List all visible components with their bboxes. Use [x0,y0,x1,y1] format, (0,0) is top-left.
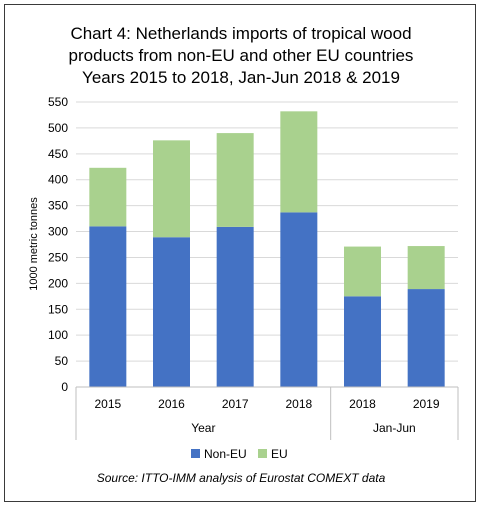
legend-swatch [191,449,200,458]
y-tick-label: 550 [48,95,68,109]
bar-non-eu-2016 [153,237,190,387]
x-tick-label: 2017 [222,397,249,411]
gridlines [76,101,458,362]
y-tick-label: 300 [48,225,68,239]
y-axis-ticks: 0 50 100 150 200 250 300 350 400 450 500 550 [48,95,68,394]
bar-eu-2018 [280,111,318,213]
chart-title-line-1: Chart 4: Netherlands imports of tropical… [70,24,412,43]
y-tick-label: 150 [48,302,68,316]
bar-eu-2019 [407,246,445,290]
x-group-label: Year [191,421,215,435]
legend: Non-EU EU [191,447,288,461]
bar-non-eu-2015 [89,226,127,387]
bar-non-eu-2019 [407,289,445,387]
chart-title: Chart 4: Netherlands imports of tropical… [5,23,477,89]
bar-non-eu-2017 [216,226,254,387]
chart-title-line-3: Years 2015 to 2018, Jan-Jun 2018 & 2019 [82,68,400,87]
y-tick-label: 450 [48,147,68,161]
legend-label: EU [271,447,288,461]
y-tick-label: 350 [48,199,68,213]
y-tick-label: 100 [48,328,68,342]
bar-eu-2015 [89,167,127,227]
source-note: Source: ITTO-IMM analysis of Eurostat CO… [97,471,386,485]
y-tick-label: 200 [48,276,68,290]
y-tick-label: 0 [61,380,68,394]
y-tick-label: 500 [48,121,68,135]
y-tick-label: 400 [48,173,68,187]
y-tick-label: 50 [55,354,69,368]
y-axis-title: 1000 metric tonnes [28,197,40,291]
bar-non-eu-2018 [280,212,318,387]
x-tick-label: 2015 [94,397,121,411]
x-tick-label: 2018 [349,397,376,411]
legend-label: Non-EU [204,447,247,461]
x-axis: 2015 2016 2017 2018 2018 2019 Year Jan-Jun [75,386,459,440]
x-tick-label: 2018 [285,397,312,411]
bar-eu-2016 [153,140,190,238]
bar-eu-2017 [216,133,254,227]
chart-title-line-2: products from non-EU and other EU countr… [68,46,414,65]
x-tick-label: 2019 [413,397,440,411]
legend-swatch [258,449,267,458]
x-group-label: Jan-Jun [373,421,416,435]
x-tick-label: 2016 [158,397,185,411]
bars [89,111,445,387]
bar-eu-2018 [344,246,381,297]
y-tick-label: 250 [48,250,68,264]
bar-non-eu-2018 [344,296,381,387]
